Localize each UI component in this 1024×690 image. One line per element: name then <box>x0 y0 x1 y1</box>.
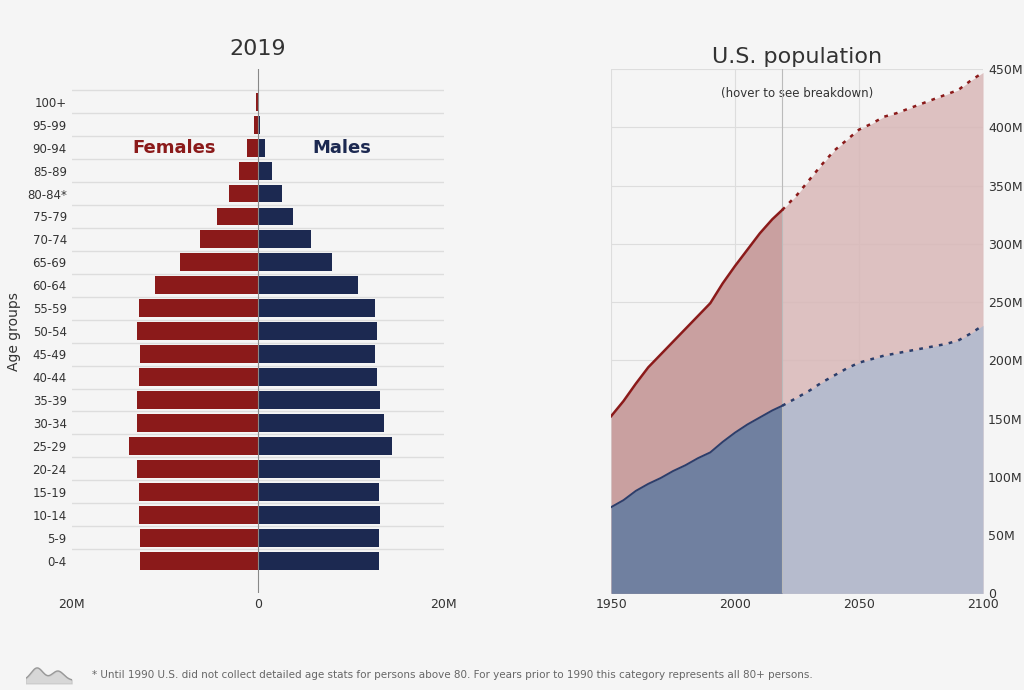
Bar <box>254 116 258 134</box>
Bar <box>137 322 258 340</box>
Bar <box>258 460 381 477</box>
Bar <box>258 299 375 317</box>
Bar <box>179 253 258 271</box>
Bar <box>138 506 258 524</box>
Title: U.S. population: U.S. population <box>712 48 882 68</box>
Bar <box>258 506 381 524</box>
Bar <box>138 368 258 386</box>
Bar <box>258 139 265 157</box>
Bar <box>140 552 258 569</box>
Bar <box>258 552 379 569</box>
Bar <box>256 93 258 110</box>
Bar <box>258 185 282 202</box>
Bar <box>258 230 310 248</box>
Bar <box>248 139 258 157</box>
Bar <box>239 161 258 179</box>
Bar <box>137 391 258 409</box>
Bar <box>129 437 258 455</box>
Bar <box>137 460 258 477</box>
Bar <box>138 299 258 317</box>
Bar <box>137 414 258 432</box>
Bar <box>258 529 379 546</box>
Bar <box>140 345 258 363</box>
Bar <box>140 529 258 546</box>
Bar <box>258 161 272 179</box>
Bar <box>228 185 258 202</box>
Bar <box>258 483 379 501</box>
Bar <box>138 483 258 501</box>
Bar <box>258 414 384 432</box>
Bar <box>258 391 381 409</box>
Bar <box>258 253 332 271</box>
Bar <box>258 368 377 386</box>
Bar <box>258 116 260 134</box>
Bar <box>156 277 258 294</box>
Bar <box>258 322 377 340</box>
Text: Males: Males <box>312 139 371 157</box>
Text: * Until 1990 U.S. did not collect detailed age stats for persons above 80. For y: * Until 1990 U.S. did not collect detail… <box>92 670 813 680</box>
Bar <box>258 437 391 455</box>
Text: (hover to see breakdown): (hover to see breakdown) <box>721 88 873 100</box>
Title: 2019: 2019 <box>229 39 286 59</box>
Bar <box>258 345 375 363</box>
Bar <box>200 230 258 248</box>
Y-axis label: Age groups: Age groups <box>7 292 22 371</box>
Bar <box>217 208 258 226</box>
Bar <box>258 277 358 294</box>
Bar <box>258 208 293 226</box>
Text: Females: Females <box>132 139 216 157</box>
